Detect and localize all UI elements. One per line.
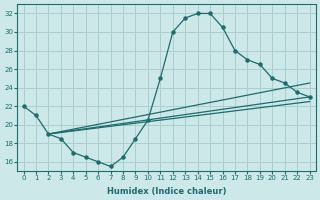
X-axis label: Humidex (Indice chaleur): Humidex (Indice chaleur)	[107, 187, 226, 196]
